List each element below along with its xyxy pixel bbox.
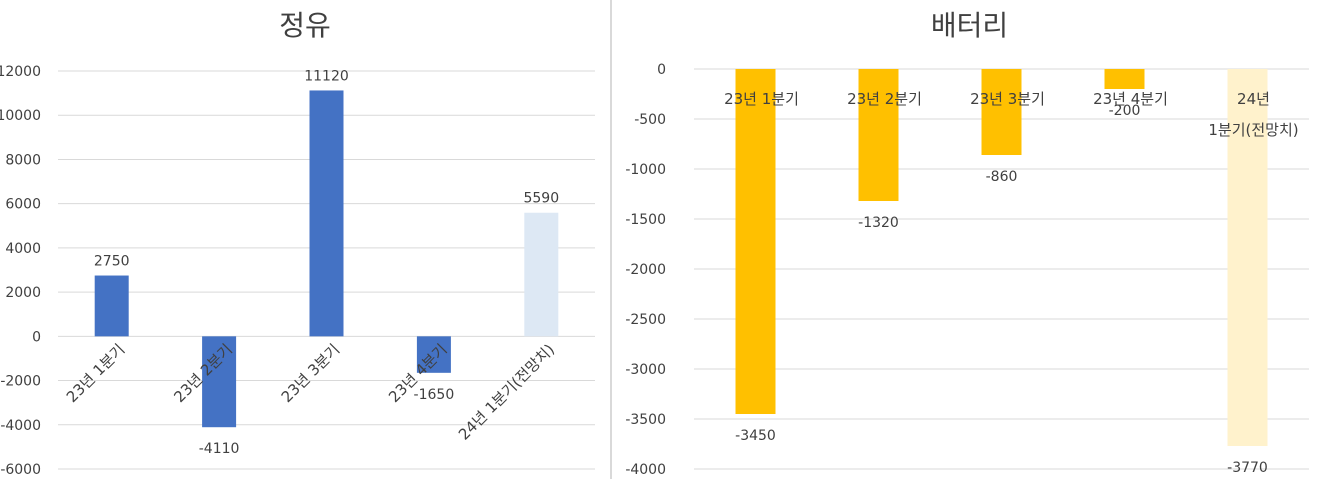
- data-label: 2750: [94, 254, 130, 270]
- bar: [858, 69, 899, 201]
- category-label: 24년 1분기(전망치): [1208, 90, 1298, 139]
- y-tick-label: -1500: [625, 212, 666, 228]
- category-label: 23년 2분기: [847, 90, 922, 108]
- y-tick-label: -4000: [0, 418, 41, 434]
- bar: [1227, 69, 1268, 446]
- bar: [981, 69, 1022, 155]
- data-label: -1650: [414, 387, 455, 403]
- y-tick-label: -3000: [625, 362, 666, 378]
- category-label: 23년 3분기: [970, 90, 1045, 108]
- bar: [309, 90, 344, 337]
- refining-chart-panel: 정유 -6000 -4000 -2000 0 2000 4000 6000 8000 10000…: [0, 0, 610, 479]
- data-label: -3450: [735, 428, 776, 444]
- bar: [1104, 69, 1145, 89]
- data-label: 5590: [523, 191, 559, 207]
- bar: [524, 212, 559, 337]
- category-label: 23년 1분기: [724, 90, 799, 108]
- y-tick-label: -3500: [625, 412, 666, 428]
- y-tick-label: 10000: [0, 108, 41, 124]
- chart-title: 배터리: [930, 9, 1009, 42]
- y-tick-label: 8000: [5, 152, 41, 168]
- y-tick-label: -1000: [625, 162, 666, 178]
- category-label: 24년 1분기(전망치): [455, 340, 558, 443]
- chart-title: 정유: [279, 9, 331, 42]
- bar: [94, 275, 129, 337]
- y-tick-label: -2500: [625, 312, 666, 328]
- category-label: 23년 1분기: [63, 340, 129, 406]
- category-label: 23년 4분기: [1093, 90, 1168, 108]
- bar: [735, 69, 776, 414]
- y-tick-label: 12000: [0, 64, 41, 80]
- y-tick-label: 0: [32, 329, 41, 345]
- data-label: -200: [1109, 103, 1141, 119]
- bar: [202, 336, 237, 428]
- data-label: 11120: [304, 68, 349, 84]
- y-tick-label: -6000: [0, 462, 41, 478]
- y-tick-label: 2000: [5, 285, 41, 301]
- bar: [416, 336, 451, 373]
- refining-bar-chart: -6000 -4000 -2000 0 2000 4000 6000 8000 10000 120…: [0, 64, 595, 478]
- battery-bar-chart: -4000 -3500 -3000 -2500 -2000 -1500 -1000 -500 0…: [625, 62, 1309, 478]
- data-label: -4110: [199, 441, 240, 457]
- category-label: 23년 3분기: [278, 340, 344, 406]
- data-label: -3770: [1227, 460, 1268, 476]
- y-tick-label: 4000: [5, 241, 41, 257]
- panel-divider: [610, 0, 612, 479]
- y-tick-label: -4000: [625, 462, 666, 478]
- data-label: -1320: [858, 215, 899, 231]
- y-tick-label: -500: [634, 112, 666, 128]
- y-tick-label: 6000: [5, 197, 41, 213]
- battery-chart-panel: 배터리 -4000 -3500 -3000 -2500 -2000 -1500 -1000-…: [612, 0, 1327, 479]
- data-label: -860: [986, 169, 1018, 185]
- y-tick-label: -2000: [0, 374, 41, 390]
- y-tick-label: 0: [657, 62, 666, 78]
- y-tick-label: -2000: [625, 262, 666, 278]
